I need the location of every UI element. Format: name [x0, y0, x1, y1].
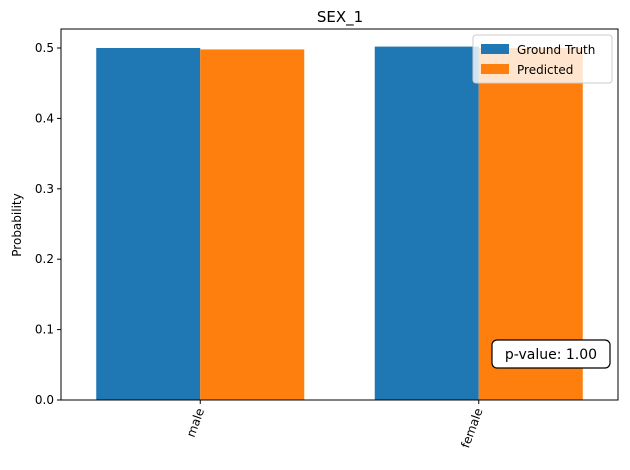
- y-tick-label: 0.5: [35, 41, 54, 55]
- y-axis-label: Probability: [10, 193, 24, 256]
- legend: Ground Truth Predicted: [472, 34, 613, 84]
- y-tick-label: 0.2: [35, 252, 54, 266]
- y-axis: 0.0 0.1 0.2 0.3 0.4 0.5: [35, 41, 61, 407]
- legend-label: Ground Truth: [517, 43, 595, 57]
- p-value-text: p-value: 1.00: [505, 347, 597, 363]
- y-tick-label: 0.0: [35, 393, 54, 407]
- bar-ground-truth-female: [374, 46, 479, 401]
- y-tick-label: 0.4: [35, 111, 54, 125]
- chart-title: SEX_1: [317, 8, 363, 27]
- y-tick-label: 0.1: [35, 323, 54, 337]
- p-value-box: [491, 339, 611, 369]
- legend-swatch: [481, 44, 509, 54]
- legend-swatch: [481, 64, 509, 74]
- bar-ground-truth-male: [96, 48, 201, 400]
- bar-predicted-male: [200, 49, 305, 400]
- y-tick-label: 0.3: [35, 182, 54, 196]
- legend-label: Predicted: [517, 63, 573, 77]
- p-value-annotation: p-value: 1.00: [491, 339, 611, 369]
- plot-frame: [60, 28, 619, 401]
